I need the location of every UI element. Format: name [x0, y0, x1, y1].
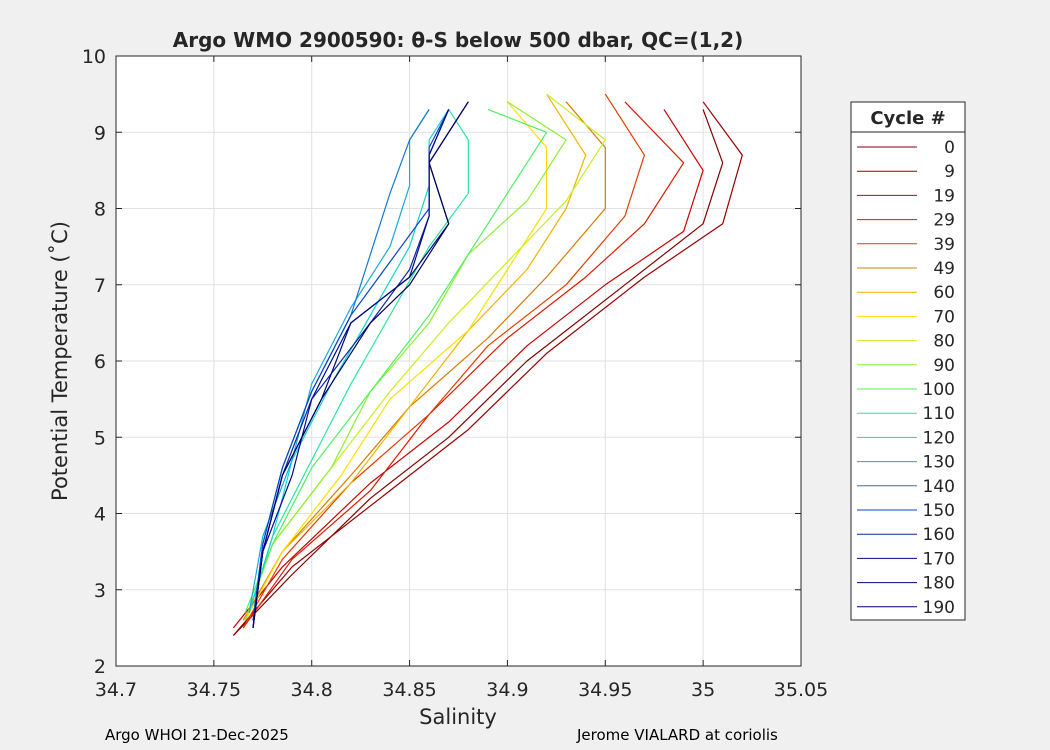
- x-axis-label: Salinity: [419, 705, 497, 729]
- x-tick-label: 34.7: [95, 679, 137, 701]
- legend-label: 120: [923, 428, 955, 448]
- legend-label: 0: [944, 138, 955, 158]
- y-tick-label: 7: [94, 275, 106, 297]
- series-line-100: [244, 108, 548, 613]
- x-tick-label: 34.75: [187, 679, 241, 701]
- legend-label: 29: [933, 211, 955, 231]
- x-tick-label: 35.05: [774, 679, 828, 701]
- legend-label: 160: [923, 525, 955, 545]
- legend-label: 60: [933, 283, 955, 303]
- series-line-9: [232, 101, 743, 636]
- legend-title: Cycle #: [870, 108, 945, 129]
- series-line-130: [248, 109, 430, 613]
- x-tick-label: 34.95: [578, 679, 632, 701]
- series-line-49: [242, 101, 606, 621]
- y-tick-label: 9: [94, 122, 106, 144]
- y-tick-label: 3: [94, 580, 106, 602]
- y-tick-label: 8: [94, 199, 106, 221]
- x-tick-label: 34.85: [382, 679, 436, 701]
- footer-left: Argo WHOI 21-Dec-2025: [105, 726, 289, 744]
- legend-label: 170: [923, 549, 955, 569]
- series-line-29: [242, 101, 685, 629]
- x-tick-label: 34.9: [486, 679, 528, 701]
- series-line-90: [244, 101, 567, 621]
- legend-label: 39: [933, 235, 955, 255]
- series-line-19: [232, 109, 704, 629]
- series-line-0: [232, 109, 724, 636]
- legend-label: 130: [923, 453, 955, 473]
- x-tick-label: 35: [691, 679, 715, 701]
- axis-ticks: 34.7 34.75 34.8 34.85 34.9 34.95 35 35.05 2 3 4 5 6 7…: [82, 46, 828, 701]
- series-line-39: [242, 93, 646, 629]
- y-tick-label: 2: [94, 656, 106, 678]
- legend-label: 90: [933, 356, 955, 376]
- y-axis-label: Potential Temperature (˚C): [48, 221, 72, 501]
- series-layer: [232, 93, 743, 636]
- y-tick-label: 6: [94, 351, 106, 373]
- series-line-70: [244, 101, 548, 621]
- legend: Cycle # 0 9 19 29 39 49 60 70 80 90 100 110 120 130 14…: [850, 101, 966, 621]
- series-line-190: [252, 101, 469, 628]
- legend-label: 190: [923, 598, 955, 618]
- x-tick-label: 34.8: [291, 679, 333, 701]
- y-tick-label: 5: [94, 427, 106, 449]
- y-tick-label: 4: [94, 504, 106, 526]
- y-tick-label: 10: [82, 46, 106, 68]
- series-line-110: [248, 109, 469, 613]
- legend-label: 70: [933, 307, 955, 327]
- legend-entries: 0 9 19 29 39 49 60 70 80 90 100 110 120 130 140 150 160 1…: [857, 138, 955, 618]
- chart-title: Argo WMO 2900590: θ-S below 500 dbar, QC…: [173, 28, 743, 52]
- legend-label: 49: [933, 259, 955, 279]
- legend-label: 9: [944, 162, 955, 182]
- legend-label: 140: [923, 477, 955, 497]
- footer-right: Jerome VIALARD at coriolis: [577, 726, 778, 744]
- legend-label: 80: [933, 332, 955, 352]
- legend-label: 100: [923, 380, 955, 400]
- legend-label: 110: [923, 404, 955, 424]
- legend-label: 19: [933, 186, 955, 206]
- legend-label: 150: [923, 501, 955, 521]
- legend-label: 180: [923, 574, 955, 594]
- legend-box: [850, 101, 966, 621]
